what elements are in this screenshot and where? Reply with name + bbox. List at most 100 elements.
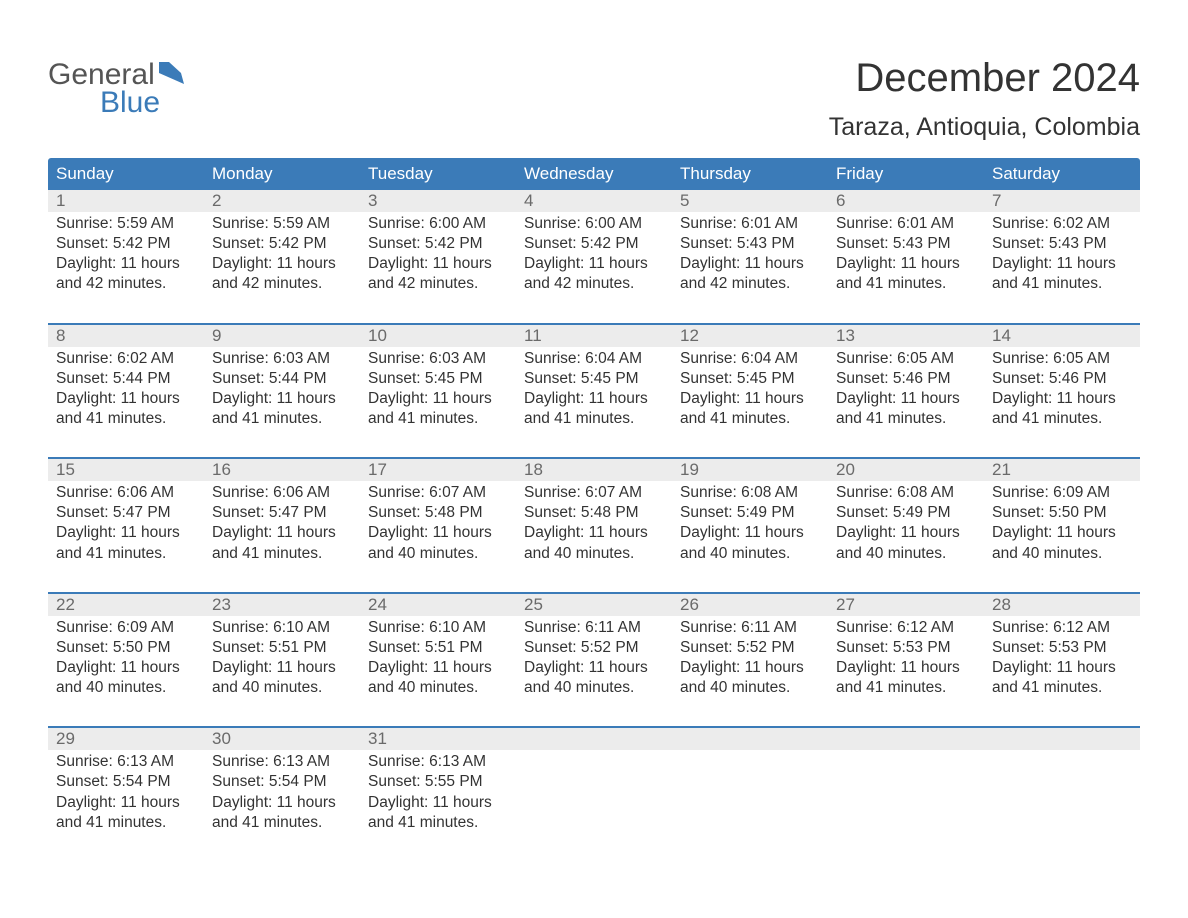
- daynum-strip: 22232425262728: [48, 594, 1140, 616]
- day-d1: Daylight: 11 hours: [992, 254, 1132, 274]
- day-d1: Daylight: 11 hours: [680, 389, 820, 409]
- day-d2: and 40 minutes.: [212, 678, 352, 698]
- day-cell: [984, 750, 1140, 833]
- day-d2: and 42 minutes.: [680, 274, 820, 294]
- day-cell: Sunrise: 6:03 AMSunset: 5:45 PMDaylight:…: [360, 347, 516, 430]
- day-body-strip: Sunrise: 6:02 AMSunset: 5:44 PMDaylight:…: [48, 347, 1140, 458]
- day-d1: Daylight: 11 hours: [836, 523, 976, 543]
- day-d2: and 41 minutes.: [992, 409, 1132, 429]
- flag-icon: [159, 62, 189, 89]
- calendar: Sunday Monday Tuesday Wednesday Thursday…: [48, 158, 1140, 841]
- day-sunrise: Sunrise: 6:04 AM: [680, 349, 820, 369]
- day-d1: Daylight: 11 hours: [992, 658, 1132, 678]
- day-number: 14: [984, 325, 1140, 347]
- day-sunset: Sunset: 5:52 PM: [524, 638, 664, 658]
- day-sunrise: Sunrise: 6:08 AM: [836, 483, 976, 503]
- day-sunrise: Sunrise: 6:09 AM: [56, 618, 196, 638]
- day-sunrise: Sunrise: 6:12 AM: [992, 618, 1132, 638]
- day-sunset: Sunset: 5:53 PM: [992, 638, 1132, 658]
- day-d2: and 41 minutes.: [680, 409, 820, 429]
- day-cell: Sunrise: 6:08 AMSunset: 5:49 PMDaylight:…: [672, 481, 828, 564]
- day-cell: Sunrise: 6:12 AMSunset: 5:53 PMDaylight:…: [984, 616, 1140, 699]
- day-number: 30: [204, 728, 360, 750]
- day-d2: and 40 minutes.: [680, 678, 820, 698]
- day-number: [516, 728, 672, 750]
- day-number: 3: [360, 190, 516, 212]
- weekday-wed: Wednesday: [516, 158, 672, 190]
- day-sunset: Sunset: 5:44 PM: [56, 369, 196, 389]
- day-sunset: Sunset: 5:42 PM: [368, 234, 508, 254]
- day-d2: and 40 minutes.: [368, 544, 508, 564]
- day-sunset: Sunset: 5:43 PM: [992, 234, 1132, 254]
- day-sunrise: Sunrise: 6:11 AM: [524, 618, 664, 638]
- day-d1: Daylight: 11 hours: [368, 254, 508, 274]
- day-sunset: Sunset: 5:43 PM: [836, 234, 976, 254]
- day-d1: Daylight: 11 hours: [992, 523, 1132, 543]
- day-d2: and 41 minutes.: [56, 813, 196, 833]
- day-d1: Daylight: 11 hours: [56, 254, 196, 274]
- day-d1: Daylight: 11 hours: [680, 658, 820, 678]
- brand-line2: Blue: [100, 86, 189, 120]
- day-sunset: Sunset: 5:51 PM: [212, 638, 352, 658]
- day-sunrise: Sunrise: 6:13 AM: [56, 752, 196, 772]
- day-cell: Sunrise: 6:03 AMSunset: 5:44 PMDaylight:…: [204, 347, 360, 430]
- day-sunrise: Sunrise: 6:09 AM: [992, 483, 1132, 503]
- day-sunset: Sunset: 5:46 PM: [992, 369, 1132, 389]
- daynum-strip: 1234567: [48, 190, 1140, 212]
- day-d1: Daylight: 11 hours: [836, 658, 976, 678]
- day-number: 13: [828, 325, 984, 347]
- day-sunset: Sunset: 5:49 PM: [680, 503, 820, 523]
- weekday-mon: Monday: [204, 158, 360, 190]
- day-d2: and 40 minutes.: [56, 678, 196, 698]
- day-sunrise: Sunrise: 6:03 AM: [368, 349, 508, 369]
- day-cell: Sunrise: 6:06 AMSunset: 5:47 PMDaylight:…: [48, 481, 204, 564]
- day-sunset: Sunset: 5:42 PM: [56, 234, 196, 254]
- day-d2: and 40 minutes.: [992, 544, 1132, 564]
- location: Taraza, Antioquia, Colombia: [829, 113, 1140, 142]
- day-d2: and 41 minutes.: [212, 544, 352, 564]
- day-cell: Sunrise: 6:00 AMSunset: 5:42 PMDaylight:…: [360, 212, 516, 295]
- day-number: 2: [204, 190, 360, 212]
- day-cell: Sunrise: 6:10 AMSunset: 5:51 PMDaylight:…: [360, 616, 516, 699]
- day-sunrise: Sunrise: 6:05 AM: [836, 349, 976, 369]
- day-number: 6: [828, 190, 984, 212]
- day-cell: Sunrise: 6:09 AMSunset: 5:50 PMDaylight:…: [48, 616, 204, 699]
- day-cell: Sunrise: 6:10 AMSunset: 5:51 PMDaylight:…: [204, 616, 360, 699]
- day-number: [984, 728, 1140, 750]
- day-sunset: Sunset: 5:47 PM: [56, 503, 196, 523]
- day-cell: Sunrise: 6:11 AMSunset: 5:52 PMDaylight:…: [672, 616, 828, 699]
- day-number: 7: [984, 190, 1140, 212]
- day-cell: Sunrise: 6:13 AMSunset: 5:55 PMDaylight:…: [360, 750, 516, 833]
- day-sunrise: Sunrise: 6:07 AM: [524, 483, 664, 503]
- day-d2: and 42 minutes.: [368, 274, 508, 294]
- month-title: December 2024: [829, 56, 1140, 101]
- weekday-sun: Sunday: [48, 158, 204, 190]
- day-sunset: Sunset: 5:46 PM: [836, 369, 976, 389]
- day-sunrise: Sunrise: 6:13 AM: [212, 752, 352, 772]
- day-cell: Sunrise: 6:04 AMSunset: 5:45 PMDaylight:…: [672, 347, 828, 430]
- day-d1: Daylight: 11 hours: [212, 389, 352, 409]
- day-sunrise: Sunrise: 6:11 AM: [680, 618, 820, 638]
- day-d1: Daylight: 11 hours: [524, 389, 664, 409]
- day-cell: Sunrise: 6:06 AMSunset: 5:47 PMDaylight:…: [204, 481, 360, 564]
- day-d2: and 40 minutes.: [524, 544, 664, 564]
- day-d2: and 41 minutes.: [836, 274, 976, 294]
- day-cell: Sunrise: 6:00 AMSunset: 5:42 PMDaylight:…: [516, 212, 672, 295]
- day-sunrise: Sunrise: 6:06 AM: [56, 483, 196, 503]
- day-cell: Sunrise: 6:12 AMSunset: 5:53 PMDaylight:…: [828, 616, 984, 699]
- weekday-thu: Thursday: [672, 158, 828, 190]
- day-number: 15: [48, 459, 204, 481]
- day-sunrise: Sunrise: 5:59 AM: [56, 214, 196, 234]
- day-number: [672, 728, 828, 750]
- day-cell: Sunrise: 6:07 AMSunset: 5:48 PMDaylight:…: [516, 481, 672, 564]
- day-number: 19: [672, 459, 828, 481]
- day-d1: Daylight: 11 hours: [56, 389, 196, 409]
- day-d2: and 40 minutes.: [836, 544, 976, 564]
- day-d2: and 42 minutes.: [212, 274, 352, 294]
- day-cell: Sunrise: 6:08 AMSunset: 5:49 PMDaylight:…: [828, 481, 984, 564]
- day-body-strip: Sunrise: 6:13 AMSunset: 5:54 PMDaylight:…: [48, 750, 1140, 841]
- day-sunrise: Sunrise: 6:02 AM: [56, 349, 196, 369]
- week-row: 15161718192021Sunrise: 6:06 AMSunset: 5:…: [48, 457, 1140, 592]
- day-sunset: Sunset: 5:48 PM: [368, 503, 508, 523]
- weekday-fri: Friday: [828, 158, 984, 190]
